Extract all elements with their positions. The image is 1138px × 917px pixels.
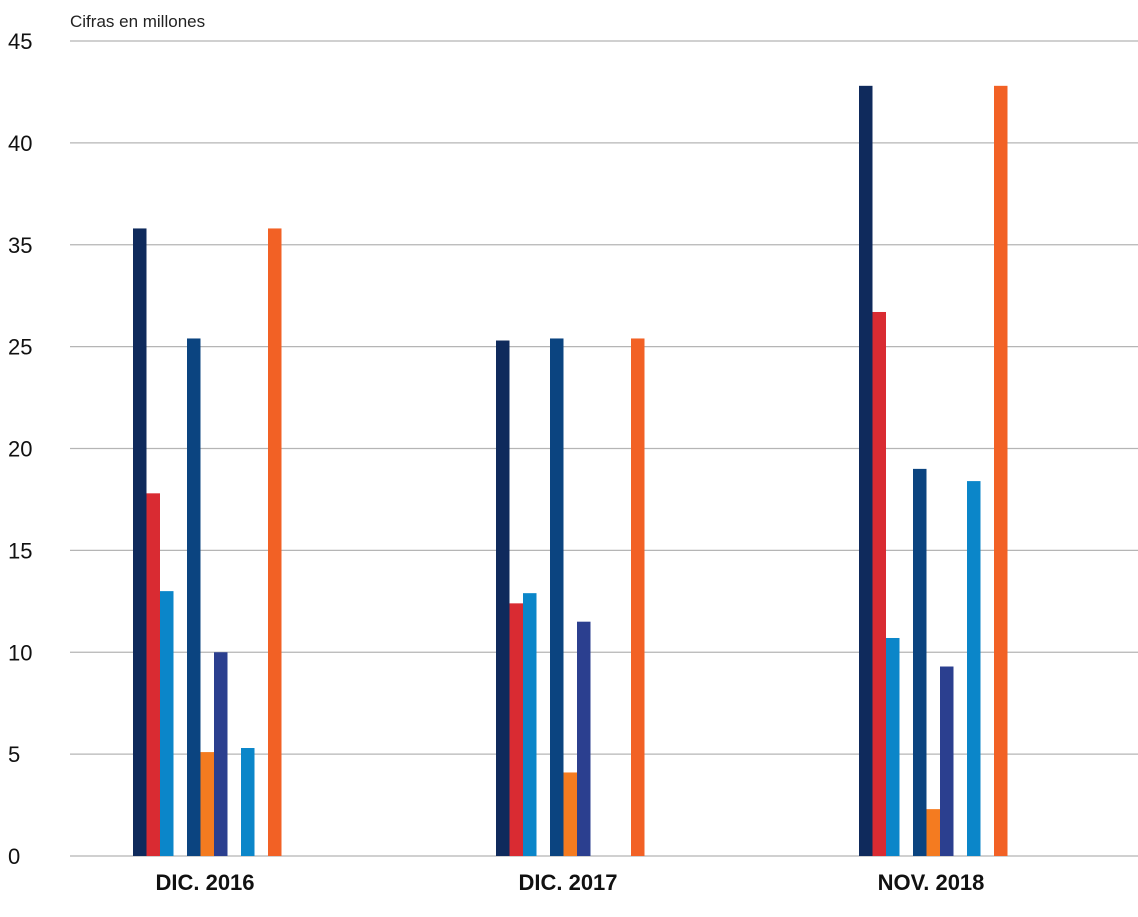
- y-tick-label: 25: [8, 335, 32, 360]
- bar-series-2-1: [509, 603, 523, 856]
- bar-series-8-2: [994, 85, 1008, 856]
- bar-series-3-2: [886, 637, 900, 856]
- bar-series-2-2: [872, 311, 886, 856]
- y-tick-label: 20: [8, 437, 32, 462]
- y-tick-label: 5: [8, 742, 20, 767]
- bar-series-1-0: [133, 228, 147, 856]
- bar-series-7-2: [967, 481, 981, 856]
- bar-series-4-2: [913, 468, 927, 856]
- bar-series-6-1: [577, 621, 591, 856]
- y-tick-label: 45: [8, 29, 32, 54]
- bar-series-7-0: [241, 748, 255, 856]
- y-tick-label: 10: [8, 640, 32, 665]
- bar-series-6-2: [940, 666, 954, 856]
- y-tick-label: 35: [8, 233, 32, 258]
- x-tick-label: DIC. 2017: [518, 870, 617, 895]
- bar-series-4-1: [550, 338, 564, 857]
- y-tick-label: 15: [8, 538, 32, 563]
- bar-series-5-2: [926, 809, 940, 856]
- bar-series-5-0: [200, 752, 214, 856]
- x-tick-label: DIC. 2016: [155, 870, 254, 895]
- bar-series-1-1: [496, 340, 510, 856]
- bar-series-4-0: [187, 338, 201, 857]
- unit-note: Cifras en millones: [70, 12, 206, 31]
- bar-series-3-0: [160, 591, 174, 856]
- bar-series-8-1: [631, 338, 645, 857]
- bar-series-8-0: [268, 228, 282, 856]
- bar-series-2-0: [146, 493, 160, 856]
- bar-series-6-0: [214, 652, 228, 856]
- y-tick-label: 0: [8, 844, 20, 869]
- bar-series-1-2: [859, 85, 873, 856]
- bar-series-3-1: [523, 593, 537, 856]
- bar-series-5-1: [563, 772, 577, 856]
- y-tick-label: 40: [8, 131, 32, 156]
- x-tick-label: NOV. 2018: [878, 870, 985, 895]
